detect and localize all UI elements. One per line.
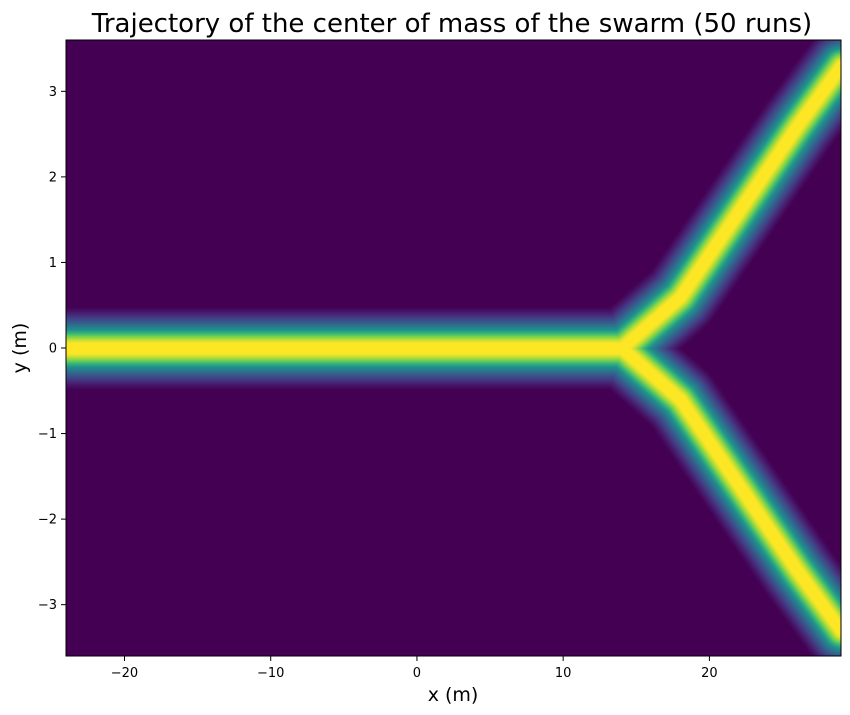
y-tick-label: 1 [49,256,57,271]
y-tick-label: 0 [49,342,57,357]
y-tick-label: −3 [38,598,57,613]
y-axis-ticks: −3 −2 −1 0 1 2 3 [38,85,66,613]
x-axis-ticks: −20 −10 0 10 20 [111,656,718,681]
chart-title: Trajectory of the center of mass of the … [91,9,812,39]
x-tick-label: 20 [701,666,718,681]
heatmap-image [66,40,841,656]
x-tick-label: 0 [413,666,421,681]
x-axis-label: x (m) [428,684,479,706]
x-tick-label: −20 [111,666,138,681]
x-tick-label: −10 [257,666,284,681]
plot-area [66,40,841,656]
y-tick-label: 2 [49,170,57,185]
y-axis-label: y (m) [9,323,31,374]
x-tick-label: 10 [555,666,572,681]
y-tick-label: 3 [49,85,57,100]
y-tick-label: −1 [38,427,57,442]
y-tick-label: −2 [38,513,57,528]
